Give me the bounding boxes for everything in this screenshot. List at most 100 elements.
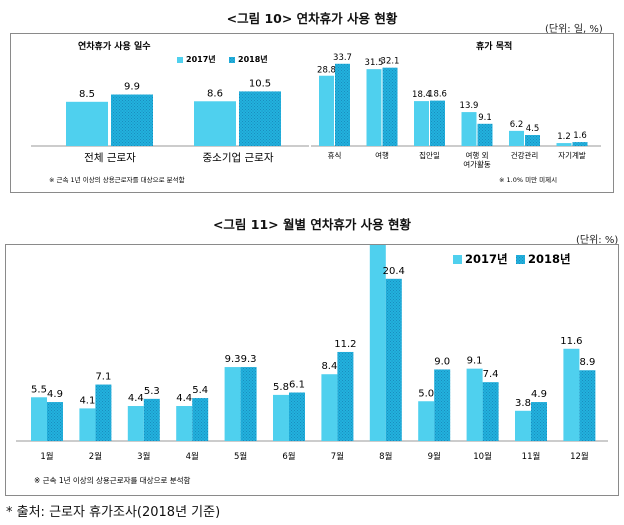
figure11-unit: (단위: %) <box>576 235 619 246</box>
figure10-panel: 연차휴가 사용 일수 2017년 2018년 8.5 9.9 전체 근로자 8.6 10.5 중… <box>10 33 614 193</box>
bar-month-3-1 <box>127 406 144 441</box>
bar-month-12-2 <box>579 370 596 441</box>
legend-label-1: 2017년 <box>465 252 508 266</box>
data-label-purpose-6-2: 1.6 <box>573 131 587 141</box>
bar-month-5-1 <box>224 367 241 441</box>
category-label-purpose-2: 여행 <box>375 150 389 160</box>
bar-month-9-2 <box>434 369 451 441</box>
category-label-purpose-3: 집안일 <box>419 150 440 160</box>
category-label-month-4: 4월 <box>186 451 199 462</box>
figure10-unit: (단위: 일, %) <box>545 24 603 35</box>
bar-month-2-1 <box>79 408 96 441</box>
data-label-month-1-1: 5.5 <box>31 384 47 395</box>
category-label-month-5: 5월 <box>234 451 247 462</box>
data-label-month-7-1: 8.4 <box>321 361 337 372</box>
category-label-days-2: 중소기업 근로자 <box>203 151 274 164</box>
footnote-monthly: ※ 근속 1년 이상의 상용근로자를 대상으로 분석함 <box>34 475 191 485</box>
data-label-purpose-3-2: 18.6 <box>428 90 447 100</box>
data-label-month-10-2: 7.4 <box>483 369 499 380</box>
bar-purpose-5-1 <box>509 130 524 146</box>
bar-purpose-2-1 <box>366 69 382 146</box>
data-label-month-10-1: 9.1 <box>467 356 483 367</box>
data-label-month-11-2: 4.9 <box>531 389 547 400</box>
legend-swatch-1 <box>177 57 183 63</box>
footnote-purpose: ※ 1.0% 미만 미제시 <box>499 175 557 184</box>
legend-swatch-2 <box>516 255 525 264</box>
bar-month-10-1 <box>466 368 483 441</box>
bar-days-1-1 <box>66 101 108 146</box>
data-label-purpose-4-2: 9.1 <box>478 113 492 123</box>
bar-month-2-2 <box>95 384 112 441</box>
category-label-purpose-6: 자기계발 <box>558 150 586 160</box>
data-label-month-1-2: 4.9 <box>47 389 63 400</box>
legend-swatch-2 <box>229 57 235 63</box>
data-label-days-1-2: 9.9 <box>124 82 140 93</box>
bar-month-3-2 <box>143 398 160 441</box>
bar-purpose-6-2 <box>572 142 588 146</box>
category-label-month-12: 12월 <box>570 451 589 462</box>
category-label-month-3: 3월 <box>137 451 150 462</box>
data-label-month-2-2: 7.1 <box>95 372 111 383</box>
bar-month-6-2 <box>289 392 305 441</box>
legend-label-2: 2018년 <box>528 252 571 266</box>
bar-month-1-1 <box>31 397 47 441</box>
data-label-month-9-2: 9.0 <box>434 356 450 367</box>
category-label-purpose-1: 휴식 <box>328 151 342 160</box>
subchart-title-days: 연차휴가 사용 일수 <box>78 40 151 52</box>
bar-month-7-2 <box>337 351 354 441</box>
data-label-purpose-1-1: 28.8 <box>317 66 336 76</box>
data-label-purpose-5-1: 6.2 <box>510 120 524 130</box>
bar-days-1-2 <box>111 94 153 146</box>
data-label-purpose-1-2: 33.7 <box>333 53 352 63</box>
category-label-month-7: 7월 <box>331 451 344 462</box>
bar-days-2-2 <box>239 91 281 146</box>
data-label-month-4-2: 5.4 <box>192 385 208 396</box>
bar-month-8-1 <box>369 215 386 441</box>
figure11-title: <그림 11> 월별 연차휴가 사용 현황 <box>212 217 412 232</box>
category-label-purpose-4-line2: 여가활동 <box>463 159 491 169</box>
bar-month-5-2 <box>240 367 257 441</box>
bar-month-6-1 <box>273 394 289 441</box>
category-label-purpose-4-line1: 여행 외 <box>465 150 488 160</box>
bar-purpose-1-2 <box>335 63 350 146</box>
bar-purpose-4-1 <box>461 112 477 146</box>
bar-purpose-2-2 <box>382 67 398 146</box>
bar-month-4-1 <box>176 406 193 441</box>
bar-month-4-2 <box>192 398 209 441</box>
bar-purpose-1-1 <box>319 75 334 146</box>
data-label-days-1-1: 8.5 <box>79 89 95 100</box>
data-label-month-2-1: 4.1 <box>79 395 95 406</box>
bar-month-8-2 <box>385 278 402 441</box>
bar-purpose-3-1 <box>414 101 429 146</box>
data-label-purpose-2-2: 32.1 <box>381 57 400 67</box>
data-label-month-12-2: 8.9 <box>579 357 595 368</box>
legend-label-2: 2018년 <box>238 54 268 64</box>
category-label-month-1: 1월 <box>40 451 53 462</box>
bar-month-7-1 <box>321 374 338 441</box>
data-label-month-9-1: 5.0 <box>418 388 434 399</box>
bar-purpose-4-2 <box>477 123 493 146</box>
source-note: * 출처: 근로자 휴가조사(2018년 기준) <box>6 505 221 520</box>
legend-swatch-1 <box>453 255 462 264</box>
figure10-chart: 연차휴가 사용 일수 2017년 2018년 8.5 9.9 전체 근로자 8.6 10.5 중… <box>31 40 601 184</box>
footnote-days: ※ 근속 1년 이상의 상용근로자를 대상으로 분석함 <box>49 175 185 184</box>
bar-month-10-2 <box>482 382 499 441</box>
data-label-days-2-1: 8.6 <box>207 88 223 99</box>
category-label-month-8: 8월 <box>379 451 392 462</box>
data-label-month-11-1: 3.8 <box>515 398 531 409</box>
data-label-month-12-1: 11.6 <box>560 336 582 347</box>
category-label-days-1: 전체 근로자 <box>84 152 136 164</box>
data-label-purpose-5-2: 4.5 <box>526 124 540 134</box>
bar-purpose-3-2 <box>430 100 445 146</box>
data-label-purpose-4-1: 13.9 <box>460 101 479 111</box>
data-label-month-6-2: 6.1 <box>289 380 305 391</box>
figure10-title: <그림 10> 연차휴가 사용 현황 <box>226 11 398 26</box>
bar-month-9-1 <box>418 401 435 441</box>
data-label-month-6-1: 5.8 <box>273 382 289 393</box>
bar-days-2-1 <box>194 101 236 146</box>
bar-purpose-5-2 <box>525 135 540 146</box>
data-label-month-5-1: 9.3 <box>225 354 241 365</box>
bar-month-1-2 <box>47 402 63 441</box>
data-label-month-3-2: 5.3 <box>144 386 160 397</box>
